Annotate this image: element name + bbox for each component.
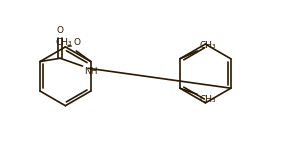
Text: CH₃: CH₃ [200, 41, 216, 50]
Text: CH₃: CH₃ [200, 96, 216, 105]
Text: NH: NH [84, 67, 97, 76]
Text: O: O [73, 38, 80, 47]
Text: CH₃: CH₃ [55, 38, 72, 47]
Text: O: O [57, 26, 64, 35]
